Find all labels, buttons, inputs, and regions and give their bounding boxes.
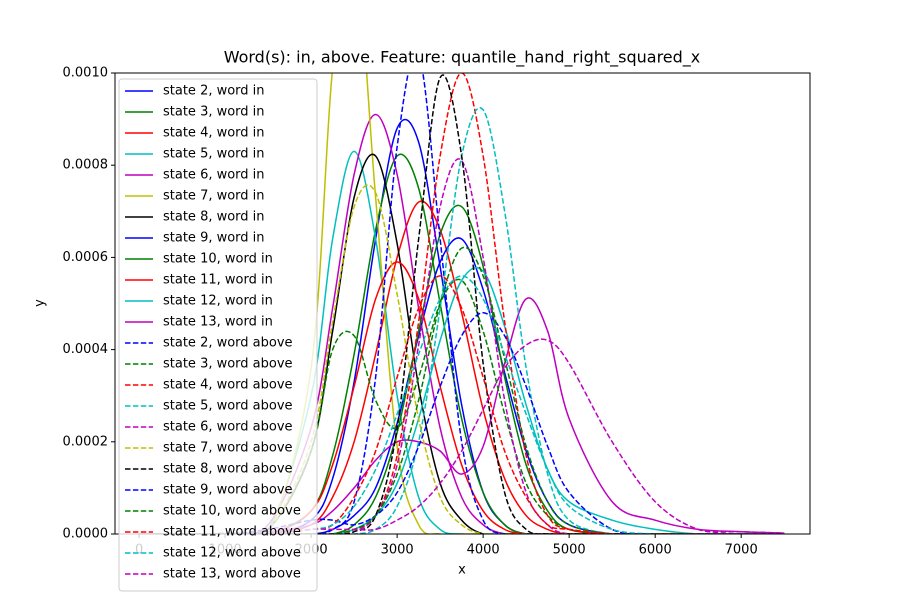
legend-label: state 5, word above <box>163 399 293 414</box>
legend-label: state 13, word above <box>163 567 301 582</box>
chart-title: Word(s): in, above. Feature: quantile_ha… <box>224 48 701 68</box>
axes-frame <box>114 72 811 535</box>
x-tick-label: 6000 <box>639 543 672 558</box>
legend-label: state 5, word in <box>163 147 265 162</box>
y-tick-label: 0.0000 <box>63 527 109 542</box>
series-line <box>139 158 785 534</box>
legend-label: state 12, word in <box>163 294 273 309</box>
series-line <box>139 237 785 534</box>
legend-label: state 10, word above <box>163 504 301 519</box>
x-tick-label: 5000 <box>553 543 586 558</box>
legend-label: state 9, word above <box>163 483 293 498</box>
legend-label: state 2, word in <box>163 84 265 99</box>
x-axis-label: x <box>458 563 466 578</box>
legend-label: state 12, word above <box>163 546 301 561</box>
y-tick-label: 0.0010 <box>63 66 109 81</box>
legend-label: state 4, word above <box>163 378 293 393</box>
y-tick-label: 0.0008 <box>63 158 109 173</box>
legend-label: state 9, word in <box>163 231 265 246</box>
y-tick-label: 0.0004 <box>63 342 109 357</box>
legend-label: state 13, word in <box>163 315 273 330</box>
legend-label: state 3, word in <box>163 105 265 120</box>
series-line <box>139 107 785 534</box>
series-line <box>139 73 785 534</box>
legend-label: state 7, word in <box>163 189 265 204</box>
legend-label: state 10, word in <box>163 252 273 267</box>
legend-label: state 6, word in <box>163 168 265 183</box>
y-axis-label: y <box>33 299 48 307</box>
legend-label: state 6, word above <box>163 420 293 435</box>
legend-label: state 7, word above <box>163 441 293 456</box>
legend-label: state 8, word above <box>163 462 293 477</box>
x-tick-label: 3000 <box>381 543 414 558</box>
legend-label: state 2, word above <box>163 336 293 351</box>
series-line <box>139 184 785 534</box>
series-line <box>139 266 785 534</box>
series-line <box>139 74 785 534</box>
series-line <box>139 204 785 534</box>
legend-label: state 11, word in <box>163 273 273 288</box>
x-tick-label: 7000 <box>725 543 758 558</box>
legend-box <box>118 78 318 592</box>
series-line <box>139 275 785 534</box>
legend-label: state 8, word in <box>163 210 265 225</box>
y-tick-label: 0.0006 <box>63 250 109 265</box>
y-tick-label: 0.0002 <box>63 434 109 449</box>
legend: state 2, word in state 3, word in state 4,… <box>118 78 318 592</box>
x-tick-label: 4000 <box>467 543 500 558</box>
legend-label: state 3, word above <box>163 357 293 372</box>
legend-label: state 4, word in <box>163 126 265 141</box>
legend-label: state 11, word above <box>163 525 301 540</box>
